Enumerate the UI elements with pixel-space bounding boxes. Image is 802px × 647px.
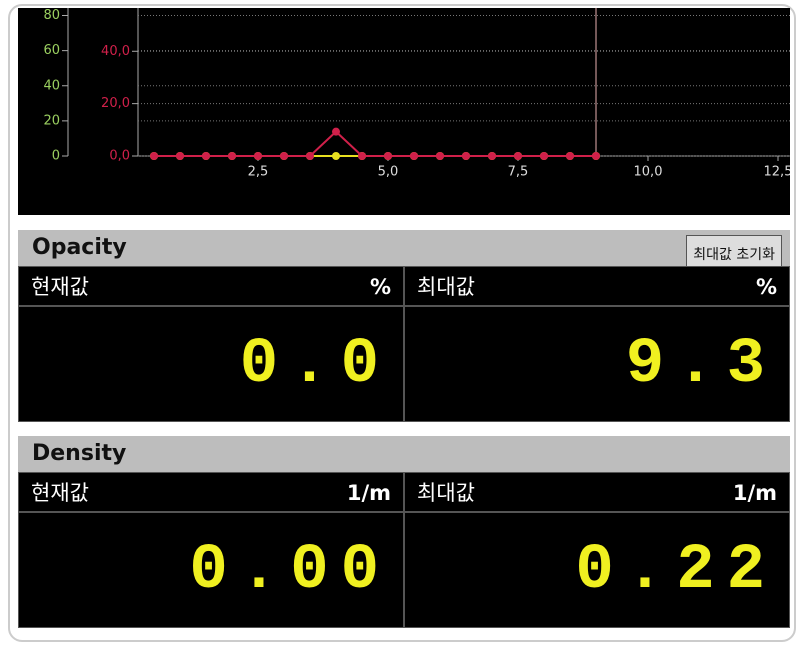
label: 현재값 <box>31 481 89 505</box>
chart: 0 20 40 60 80 0,0 20,0 40,0 2,5 5,0 7,5 10,0 12,5 <box>18 8 790 215</box>
y-tick-label: 60 <box>43 43 60 58</box>
point <box>202 152 210 160</box>
unit: 1/m <box>346 481 391 505</box>
point <box>436 152 444 160</box>
label: 최대값 <box>417 481 475 505</box>
series-line <box>154 130 596 157</box>
value-display: 0.00 <box>18 512 404 628</box>
label: 최대값 <box>417 275 475 299</box>
y-tick-label: 0 <box>52 149 60 164</box>
point <box>488 152 496 160</box>
opacity-header: Opacity 최대값 초기화 <box>18 230 790 275</box>
point <box>332 127 340 136</box>
value-display: 9.3 <box>404 306 790 422</box>
value-display: 0.0 <box>18 306 404 422</box>
label-cell: 현재값 1/m <box>18 472 404 512</box>
point <box>410 152 418 160</box>
point <box>254 152 262 160</box>
x-tick-label: 7,5 <box>508 165 529 180</box>
y2-tick-label: 20,0 <box>101 96 130 111</box>
density-header: Density <box>18 436 790 472</box>
opacity-title: Opacity <box>32 235 127 260</box>
density-title: Density <box>32 441 127 466</box>
x-tick-label: 12,5 <box>764 165 790 180</box>
point <box>540 152 548 160</box>
point <box>332 152 340 160</box>
chart-bg <box>18 8 790 215</box>
x-tick-label: 10,0 <box>634 165 663 180</box>
point <box>592 152 600 160</box>
y-tick-label: 40 <box>43 78 60 93</box>
point <box>384 152 392 160</box>
unit: % <box>755 275 777 299</box>
y2-tick-label: 40,0 <box>101 44 130 59</box>
point <box>280 152 288 160</box>
point <box>228 152 236 160</box>
point <box>566 152 574 160</box>
label-cell: 현재값% <box>18 266 404 306</box>
unit: 1/m <box>732 481 777 505</box>
label: 현재값 <box>31 275 89 299</box>
unit: % <box>369 275 391 299</box>
x-tick-label: 5,0 <box>378 165 399 180</box>
y-tick-label: 80 <box>43 8 60 23</box>
point <box>150 152 158 160</box>
x-tick-label: 2,5 <box>248 165 269 180</box>
point <box>462 152 470 160</box>
point <box>306 152 314 160</box>
y2-tick-label: 0,0 <box>109 149 130 164</box>
label-cell: 최대값% <box>404 266 790 306</box>
y-tick-label: 20 <box>43 113 60 128</box>
label-cell: 최대값 1/m <box>404 472 790 512</box>
point <box>176 152 184 160</box>
value-display: 0.22 <box>404 512 790 628</box>
point <box>514 152 522 160</box>
point <box>358 152 366 160</box>
